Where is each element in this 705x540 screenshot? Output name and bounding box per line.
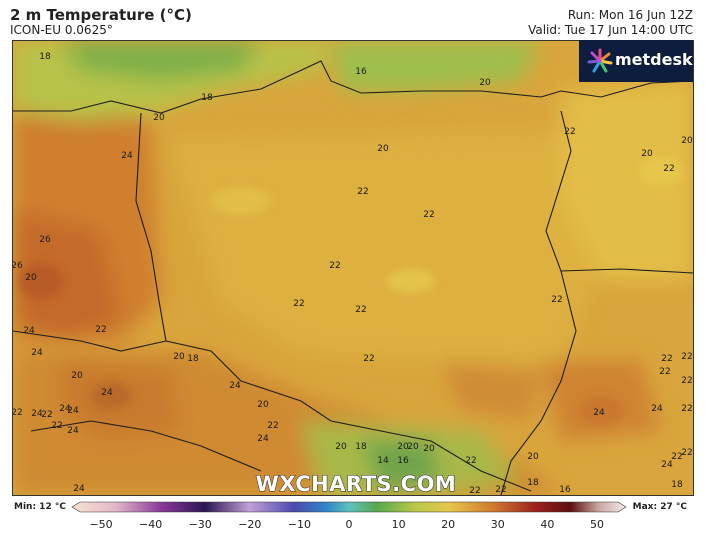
temperature-label: 22 [363, 354, 374, 364]
temperature-label: 22 [355, 305, 366, 315]
temperature-label: 16 [355, 67, 367, 77]
temperature-label: 14 [377, 456, 389, 466]
legend-tick: 30 [490, 518, 505, 531]
temperature-map[interactable]: 1816201820242626202220222222222222222224… [12, 40, 694, 496]
temperature-label: 24 [31, 348, 43, 358]
legend-min: Min: 12 °C [14, 502, 66, 512]
temperature-label: 26 [39, 235, 51, 245]
temperature-labels: 1816201820242626202220222222222222222224… [13, 52, 693, 495]
temperature-label: 24 [23, 326, 35, 336]
temperature-label: 16 [559, 485, 571, 495]
temperature-label: 18 [39, 52, 51, 62]
temperature-label: 20 [681, 136, 693, 146]
metdesk-logo: metdesk [579, 40, 693, 82]
temperature-label: 22 [681, 404, 692, 414]
temperature-label: 20 [377, 144, 389, 154]
temperature-label: 22 [95, 325, 106, 335]
temperature-label: 20 [397, 442, 409, 452]
legend-tick: −40 [138, 518, 163, 531]
color-scale-bar [71, 501, 627, 513]
temperature-label: 22 [469, 486, 480, 495]
temperature-map-canvas: 1816201820242626202220222222222222222224… [13, 41, 693, 495]
legend-tick: 50 [590, 518, 604, 531]
temperature-label: 22 [423, 210, 434, 220]
temperature-label: 22 [267, 421, 278, 431]
legend-tick: 40 [540, 518, 555, 531]
temperature-label: 24 [651, 404, 663, 414]
temperature-label: 22 [663, 164, 674, 174]
temperature-label: 24 [661, 460, 673, 470]
temperature-label: 22 [293, 299, 304, 309]
temperature-label: 22 [671, 452, 682, 462]
temperature-label: 22 [495, 485, 506, 495]
legend-tick: −20 [238, 518, 262, 531]
watermark: WXCHARTS.COM [256, 472, 457, 495]
legend-tick: −30 [188, 518, 212, 531]
run-time: Run: Mon 16 Jun 12Z [567, 8, 693, 22]
temperature-label: 22 [661, 354, 672, 364]
logo-text: metdesk [615, 50, 693, 69]
temperature-label: 24 [121, 151, 133, 161]
temperature-label: 22 [681, 376, 692, 386]
temperature-label: 24 [31, 409, 43, 419]
temperature-label: 24 [73, 484, 85, 494]
legend-tick: 20 [441, 518, 456, 531]
legend-tick: −50 [89, 518, 113, 531]
temperature-label: 20 [423, 444, 435, 454]
temperature-label: 18 [201, 93, 213, 103]
temperature-label: 20 [335, 442, 347, 452]
temperature-label: 22 [465, 456, 476, 466]
temperature-label: 24 [593, 408, 605, 418]
temperature-label: 20 [257, 400, 269, 410]
legend-max: Max: 27 °C [632, 502, 687, 512]
temperature-label: 18 [355, 442, 367, 452]
temperature-label: 22 [564, 127, 575, 137]
temperature-label: 22 [551, 295, 562, 305]
temperature-label: 20 [25, 273, 37, 283]
borders [13, 60, 693, 495]
detail-patches [19, 157, 683, 425]
legend-tick: −10 [287, 518, 311, 531]
temperature-label: 18 [187, 354, 199, 364]
temperature-label: 20 [479, 78, 491, 88]
model-name: ICON-EU 0.0625° [10, 23, 113, 37]
temperature-label: 24 [59, 404, 71, 414]
legend-tick: 10 [391, 518, 406, 531]
temperature-label: 24 [257, 434, 269, 444]
color-legend: Min: 12 °C Max: 27 °C [0, 497, 705, 540]
temperature-label: 26 [13, 261, 23, 271]
temperature-label: 16 [397, 456, 409, 466]
temperature-label: 22 [681, 448, 692, 458]
temperature-label: 18 [527, 478, 539, 488]
temperature-label: 20 [71, 371, 83, 381]
temperature-label: 24 [67, 426, 79, 436]
temperature-label: 20 [527, 452, 539, 462]
temperature-label: 22 [51, 421, 62, 431]
temperature-label: 24 [67, 406, 79, 416]
temperature-label: 20 [407, 442, 419, 452]
temperature-label: 22 [329, 261, 340, 271]
temperature-label: 22 [41, 410, 52, 420]
temperature-label: 24 [229, 381, 241, 391]
legend-tick: 0 [345, 518, 353, 531]
temperature-label: 18 [671, 480, 683, 490]
temperature-label: 20 [173, 352, 185, 362]
valid-time: Valid: Tue 17 Jun 14:00 UTC [528, 23, 693, 37]
temperature-label: 20 [153, 113, 165, 123]
temperature-label: 22 [681, 352, 692, 362]
chart-title: 2 m Temperature (°C) [10, 6, 192, 24]
temperature-label: 22 [357, 187, 368, 197]
header: 2 m Temperature (°C) ICON-EU 0.0625° Run… [0, 0, 705, 40]
temperature-label: 22 [13, 408, 23, 418]
metdesk-logo-icon [587, 48, 613, 73]
temperature-label: 20 [641, 149, 653, 159]
temperature-shading [13, 41, 693, 495]
temperature-label: 22 [659, 367, 670, 377]
temperature-label: 24 [101, 388, 113, 398]
